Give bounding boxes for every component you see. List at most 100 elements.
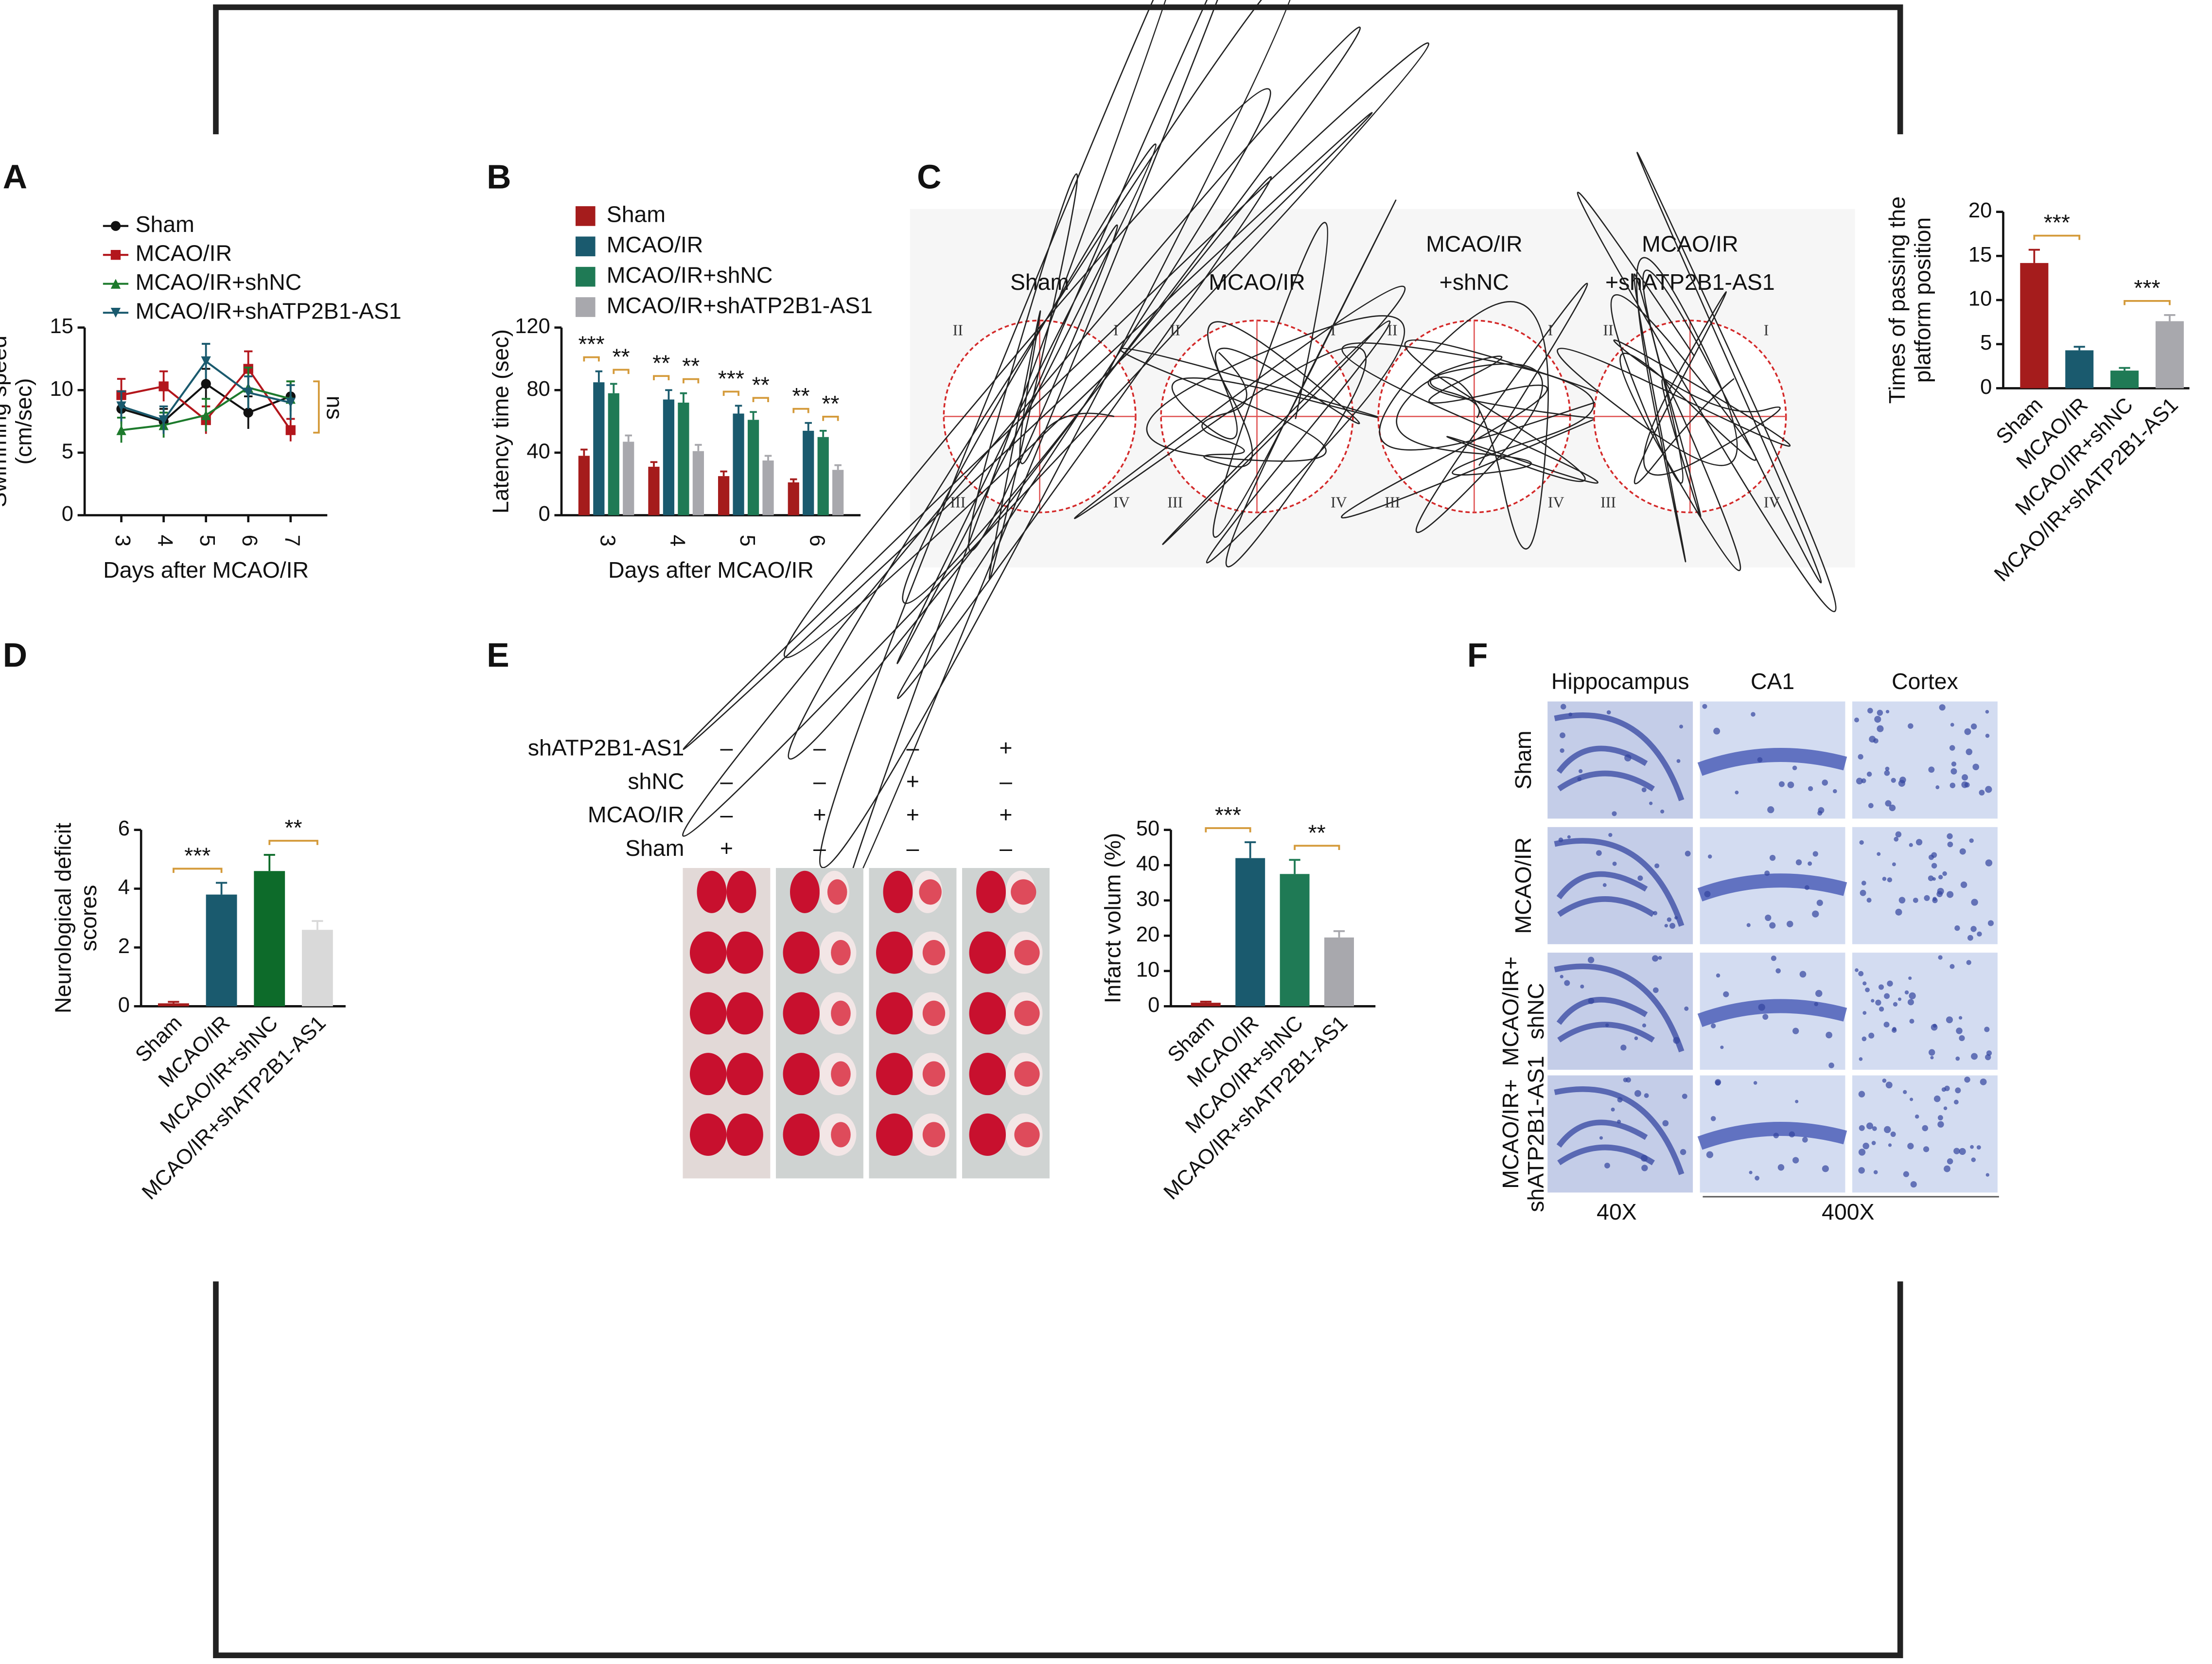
y-tick-label: 5 bbox=[1980, 331, 1992, 354]
histology-row-label: Sham bbox=[1510, 730, 1536, 789]
marker bbox=[110, 250, 121, 260]
significance-label: ** bbox=[1308, 820, 1326, 845]
ttc-sign: – bbox=[813, 768, 826, 794]
cell bbox=[1716, 973, 1720, 978]
cell bbox=[1753, 1081, 1757, 1085]
bar bbox=[2110, 371, 2139, 389]
cell bbox=[1871, 1141, 1876, 1145]
marker bbox=[110, 307, 121, 318]
x-axis-label: Days after MCAO/IR bbox=[608, 557, 814, 583]
error-bar bbox=[2073, 346, 2085, 351]
cell bbox=[1929, 1049, 1935, 1056]
quadrant-label: II bbox=[1603, 322, 1613, 339]
cell bbox=[1641, 787, 1647, 793]
bar bbox=[206, 894, 237, 1007]
cell bbox=[1966, 748, 1973, 755]
brain-slice bbox=[969, 931, 1006, 974]
error-bar bbox=[1333, 930, 1345, 938]
cell bbox=[1907, 999, 1914, 1006]
cell bbox=[1931, 852, 1937, 858]
error-bar bbox=[750, 411, 757, 420]
quadrant-label: III bbox=[1167, 494, 1183, 511]
error-bar bbox=[1200, 1001, 1211, 1003]
cell bbox=[1735, 790, 1739, 795]
cell bbox=[1560, 748, 1564, 753]
histology-image bbox=[1852, 701, 1998, 819]
cell bbox=[1903, 1090, 1907, 1094]
cell bbox=[1907, 1143, 1914, 1150]
error-bar bbox=[595, 370, 603, 383]
marker bbox=[201, 356, 211, 367]
frame-top bbox=[213, 4, 1903, 135]
cell bbox=[1787, 781, 1794, 788]
ttc-row-label: shNC bbox=[628, 768, 684, 794]
cell bbox=[1949, 782, 1956, 788]
bar bbox=[832, 470, 844, 515]
cell bbox=[1653, 911, 1658, 916]
cell bbox=[1964, 782, 1970, 788]
cell bbox=[1858, 754, 1863, 760]
cell bbox=[1764, 870, 1770, 876]
ttc-sign: – bbox=[720, 802, 733, 827]
quadrant-label: I bbox=[1113, 322, 1119, 339]
y-tick-label: 4 bbox=[118, 876, 130, 899]
legend-label: Sham bbox=[607, 202, 666, 227]
brain-slice-core bbox=[922, 1122, 946, 1148]
cell bbox=[1833, 789, 1837, 794]
x-tick-label: 3 bbox=[596, 535, 619, 547]
cell bbox=[1758, 1004, 1765, 1011]
error-bar bbox=[1245, 841, 1256, 858]
y-axis-label: Latency time (sec) bbox=[488, 329, 513, 513]
significance-label: *** bbox=[718, 366, 744, 391]
cell bbox=[1904, 990, 1909, 995]
legend-swatch bbox=[575, 297, 596, 317]
error-bar bbox=[735, 405, 742, 414]
error-bar bbox=[680, 392, 687, 403]
ttc-sign: – bbox=[1000, 835, 1012, 861]
ca1-layer bbox=[1697, 1121, 1847, 1150]
y-tick-label: 20 bbox=[1136, 923, 1159, 946]
cell bbox=[1652, 955, 1659, 962]
cell bbox=[1604, 1163, 1610, 1168]
cell bbox=[1751, 712, 1756, 717]
histology-row-label: MCAO/IR bbox=[1510, 837, 1536, 934]
cell bbox=[1910, 1098, 1914, 1101]
cell bbox=[1882, 1078, 1887, 1083]
cell bbox=[1966, 960, 1971, 965]
cell bbox=[1872, 1126, 1877, 1131]
cell bbox=[1815, 990, 1823, 997]
maze-title: +shNC bbox=[1440, 269, 1509, 295]
cell bbox=[1685, 850, 1691, 857]
quadrant-label: IV bbox=[1548, 494, 1564, 511]
cell bbox=[1769, 854, 1776, 861]
cell bbox=[1765, 914, 1772, 921]
brain-slice bbox=[876, 992, 913, 1035]
cell bbox=[1885, 800, 1892, 807]
brain-slice bbox=[689, 992, 727, 1035]
quadrant-label: IV bbox=[1331, 494, 1347, 511]
cell bbox=[1959, 1016, 1963, 1020]
cell bbox=[1873, 738, 1878, 743]
error-bar bbox=[312, 920, 323, 930]
swim-path bbox=[1557, 152, 1837, 612]
cell bbox=[1893, 1002, 1898, 1007]
cell bbox=[1706, 1151, 1714, 1158]
significance-bracket bbox=[722, 390, 739, 396]
legend-swatch bbox=[575, 266, 596, 287]
marker bbox=[110, 279, 121, 289]
bar bbox=[2065, 350, 2094, 389]
cell bbox=[1962, 774, 1968, 781]
y-tick-label: 2 bbox=[118, 935, 130, 958]
cell bbox=[1858, 1149, 1866, 1156]
bar bbox=[762, 460, 774, 515]
cell bbox=[1910, 1181, 1917, 1188]
quadrant-label: III bbox=[1600, 494, 1616, 511]
cell bbox=[1898, 779, 1905, 787]
cell bbox=[1649, 801, 1653, 805]
y-axis-label: Swimming speed bbox=[0, 336, 11, 507]
cell bbox=[1985, 786, 1992, 793]
quadrant-label: III bbox=[950, 494, 966, 511]
ttc-sign: – bbox=[813, 835, 826, 861]
y-tick-label: 6 bbox=[118, 817, 130, 840]
cell bbox=[1602, 883, 1607, 887]
